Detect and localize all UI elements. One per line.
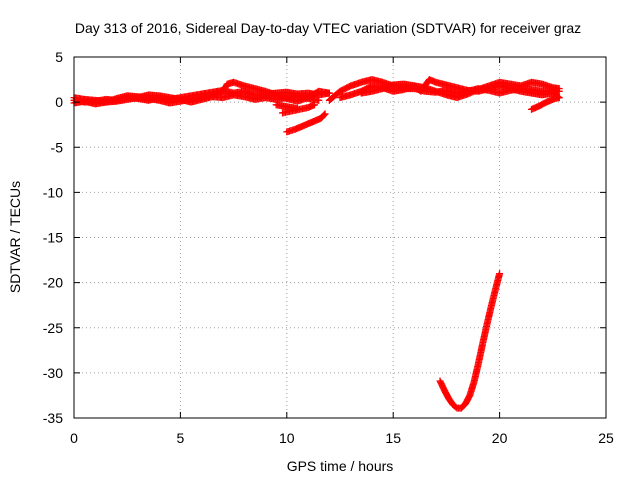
x-tick-label: 5: [177, 430, 185, 446]
data-series: [528, 94, 563, 113]
x-tick-label: 15: [385, 430, 401, 446]
y-tick-label: -20: [43, 275, 63, 291]
data-point: [315, 96, 323, 104]
data-point: [496, 270, 504, 278]
grid: [74, 57, 606, 418]
data-point: [325, 89, 333, 97]
y-axis-label: SDTVAR / TECUs: [7, 181, 23, 293]
x-tick-label: 10: [279, 430, 295, 446]
data-series: [436, 270, 504, 412]
data-point: [310, 101, 318, 109]
data-point: [320, 111, 328, 119]
x-tick-label: 0: [70, 430, 78, 446]
data-series: [283, 110, 329, 136]
y-tick-label: 0: [55, 94, 63, 110]
x-tick-label: 25: [598, 430, 614, 446]
y-tick-label: -15: [43, 230, 63, 246]
data-point: [293, 104, 301, 112]
x-tick-label: 20: [492, 430, 508, 446]
y-tick-label: -30: [43, 365, 63, 381]
y-tick-label: 5: [55, 49, 63, 65]
data-series: [70, 78, 333, 108]
axis-ticks: 0 5 10 15 20 25 5 0 -5 -10 -15 -20 -25 -30 -35: [43, 49, 614, 446]
chart-title: Day 313 of 2016, Sidereal Day-to-day VTE…: [75, 20, 581, 36]
x-axis-label: GPS time / hours: [287, 458, 394, 474]
data-series: [272, 101, 301, 112]
data-point: [555, 85, 563, 93]
y-tick-label: -25: [43, 320, 63, 336]
data-point: [321, 110, 329, 118]
y-tick-label: -10: [43, 184, 63, 200]
y-tick-label: -5: [51, 139, 64, 155]
plot-area: [70, 76, 563, 412]
data-point: [555, 94, 563, 102]
data-series: [357, 76, 563, 102]
y-tick-label: -35: [43, 410, 63, 426]
